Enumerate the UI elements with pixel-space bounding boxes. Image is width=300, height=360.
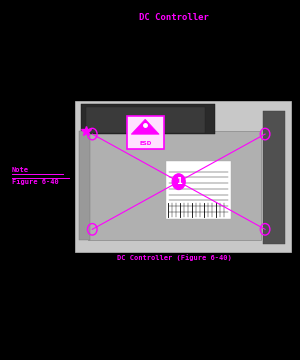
- FancyBboxPatch shape: [79, 131, 90, 240]
- FancyBboxPatch shape: [88, 131, 261, 240]
- Text: Note: Note: [12, 167, 29, 174]
- Text: DC Controller: DC Controller: [139, 13, 209, 22]
- FancyBboxPatch shape: [263, 111, 284, 244]
- Circle shape: [172, 174, 185, 190]
- FancyBboxPatch shape: [75, 101, 291, 252]
- Text: 1: 1: [176, 177, 182, 186]
- FancyBboxPatch shape: [127, 116, 164, 149]
- FancyBboxPatch shape: [82, 104, 215, 134]
- Text: DC Controller (Figure 6-40): DC Controller (Figure 6-40): [117, 254, 231, 261]
- Text: Figure 6-40: Figure 6-40: [12, 178, 59, 185]
- Text: ESD: ESD: [139, 141, 151, 146]
- FancyBboxPatch shape: [86, 107, 205, 132]
- Polygon shape: [131, 119, 159, 134]
- FancyBboxPatch shape: [166, 161, 230, 219]
